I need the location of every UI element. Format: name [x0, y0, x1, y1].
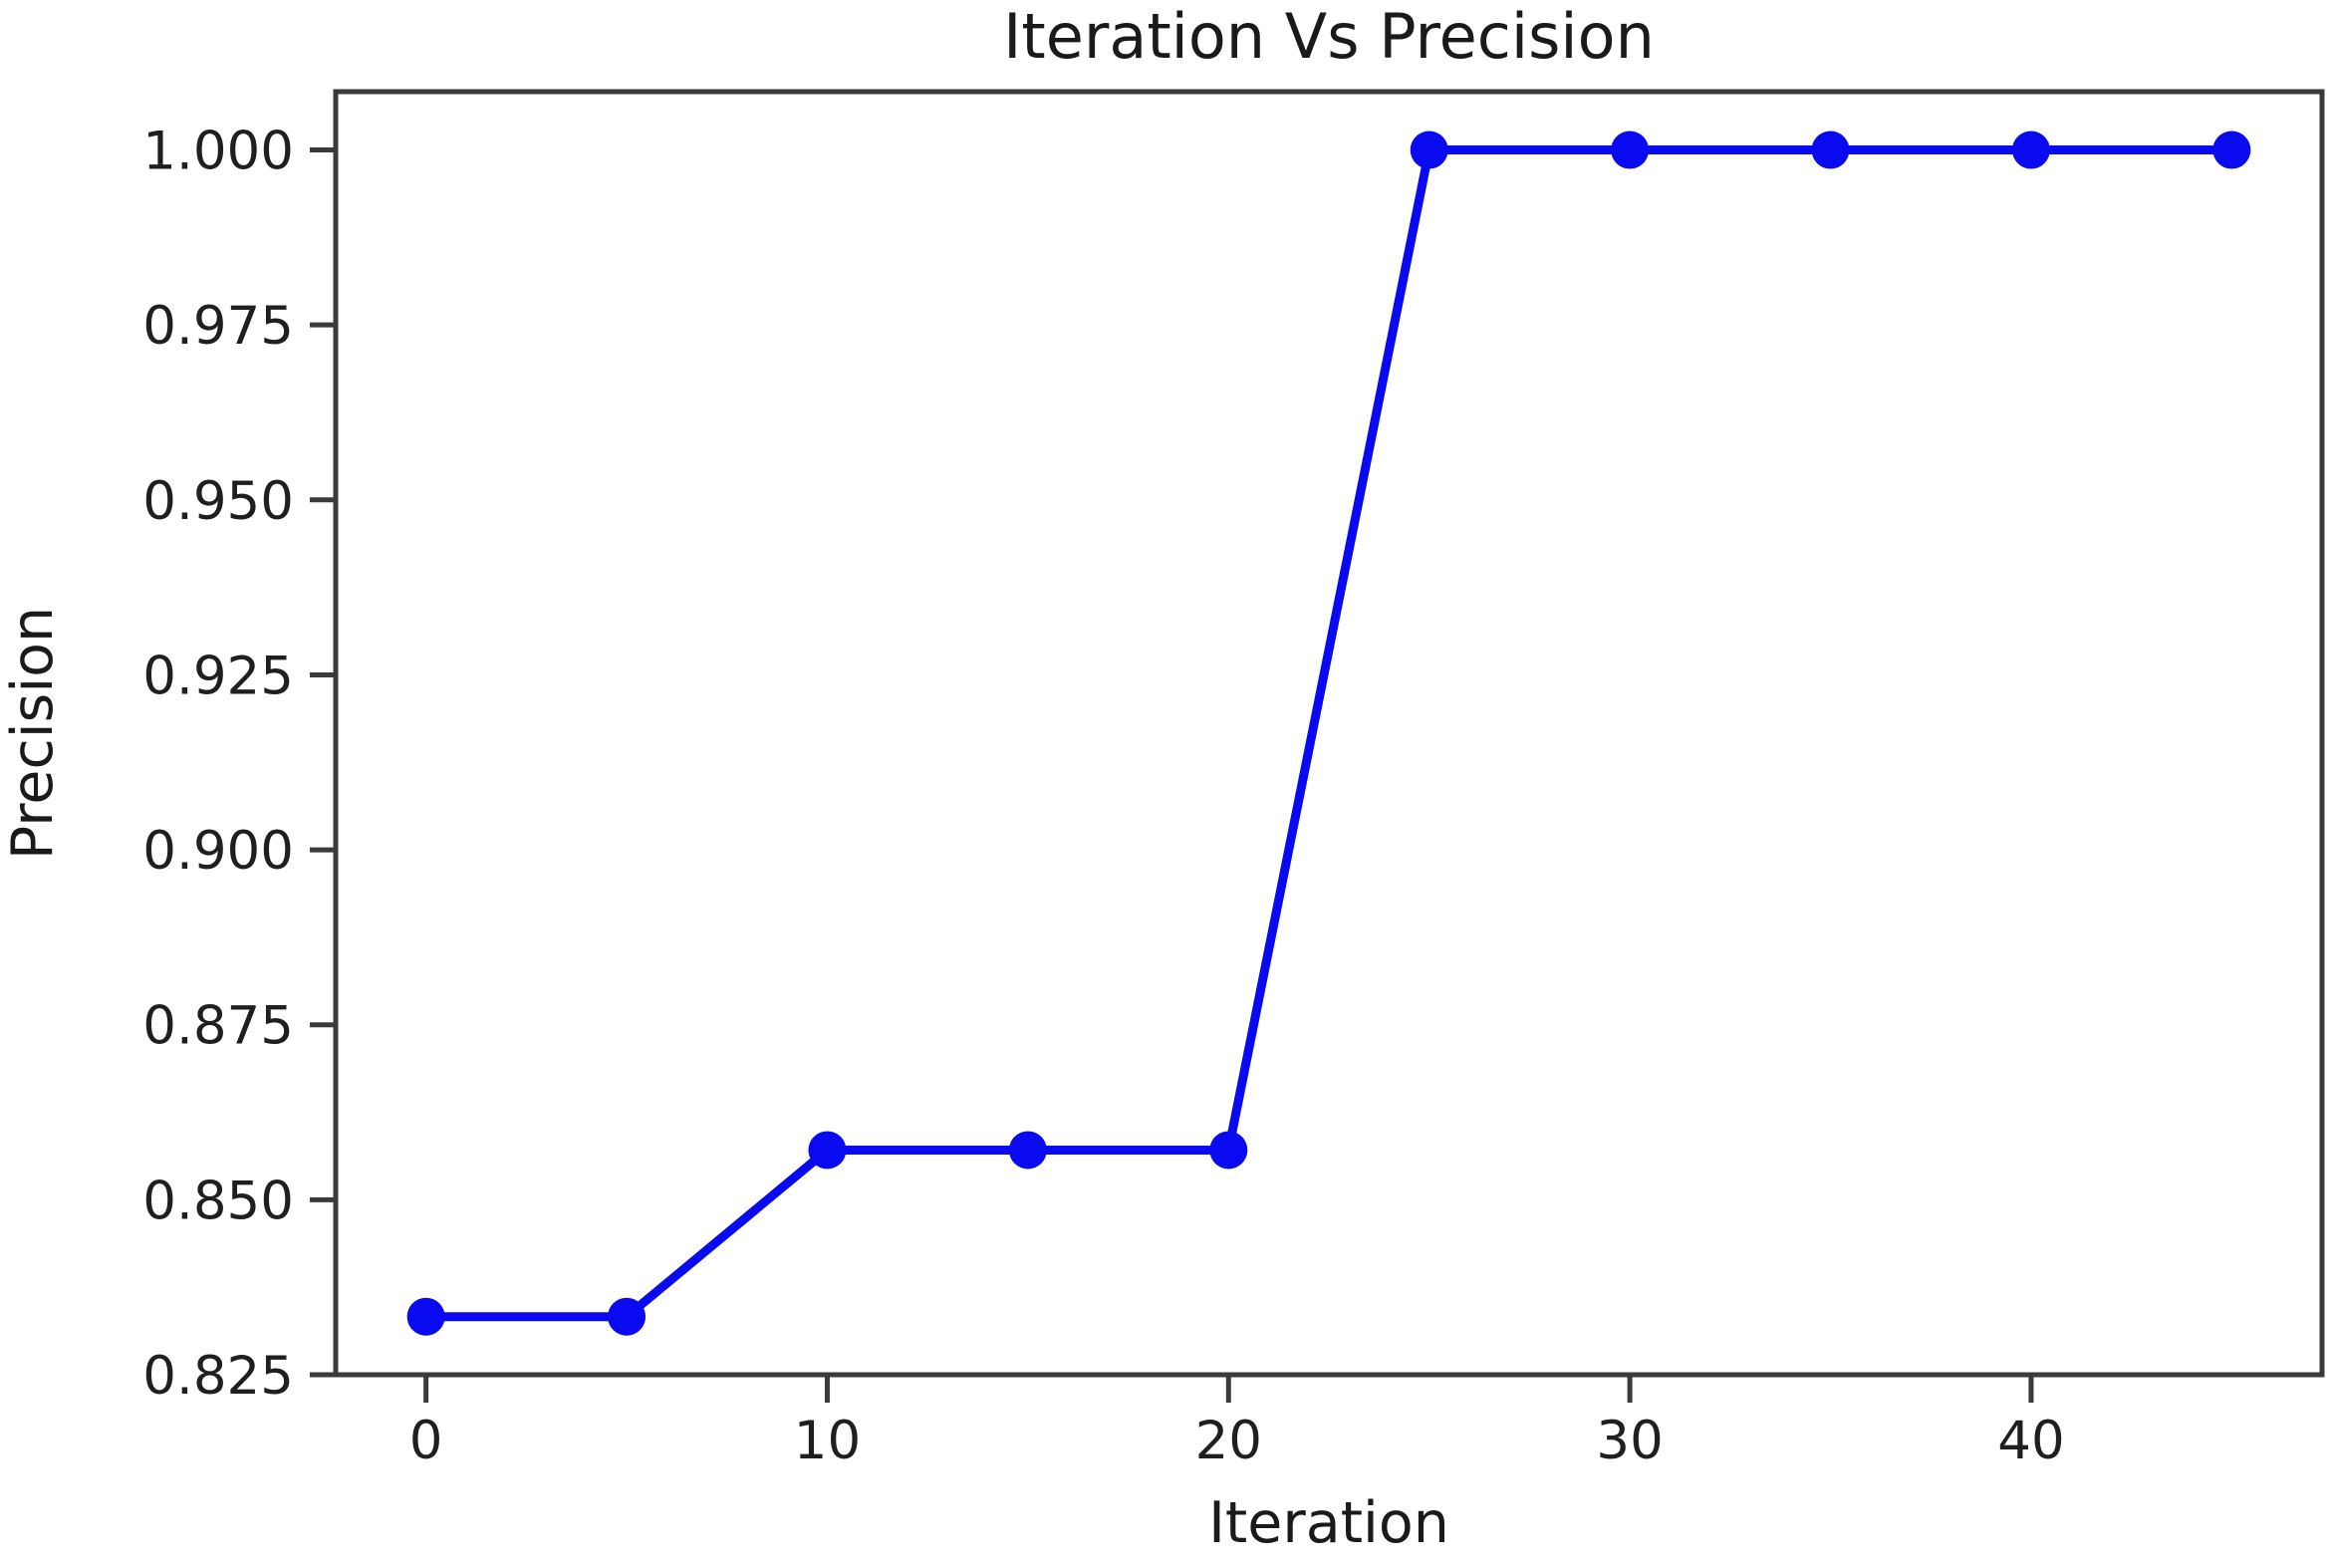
data-point-marker [1811, 131, 1850, 169]
x-tick-label: 30 [1596, 1411, 1663, 1471]
data-point-marker [406, 1297, 445, 1336]
y-tick-label: 0.825 [142, 1346, 294, 1407]
x-axis-label: Iteration [1208, 1490, 1449, 1556]
y-tick-label: 0.850 [142, 1171, 294, 1231]
y-tick-label: 0.975 [142, 296, 294, 357]
x-tick-label: 20 [1195, 1411, 1262, 1471]
data-point-marker [2011, 131, 2050, 169]
x-tick-label: 0 [409, 1411, 443, 1471]
data-point-marker [2212, 131, 2251, 169]
x-tick-label: 10 [794, 1411, 861, 1471]
plot-area: 0.825 0.850 0.875 0.900 0.925 0.950 0.975 1.000… [142, 89, 2325, 1471]
y-axis-label: Precision [0, 607, 66, 860]
y-tick-label: 0.925 [142, 646, 294, 706]
data-point-marker [808, 1131, 847, 1170]
data-point-marker [608, 1297, 647, 1336]
y-tick-label: 0.900 [142, 821, 294, 882]
x-tick-label: 40 [1997, 1411, 2064, 1471]
y-tick-label: 0.950 [142, 471, 294, 532]
y-tick-label: 1.000 [142, 122, 294, 182]
y-tick-label: 0.875 [142, 996, 294, 1057]
data-point-marker [1209, 1131, 1248, 1170]
precision-line [421, 145, 2236, 1322]
data-point-marker [1008, 1131, 1047, 1170]
chart-title: Iteration Vs Precision [1003, 0, 1655, 73]
data-point-marker [1611, 131, 1650, 169]
data-point-marker [1410, 131, 1448, 169]
plot-border [333, 89, 2325, 1378]
